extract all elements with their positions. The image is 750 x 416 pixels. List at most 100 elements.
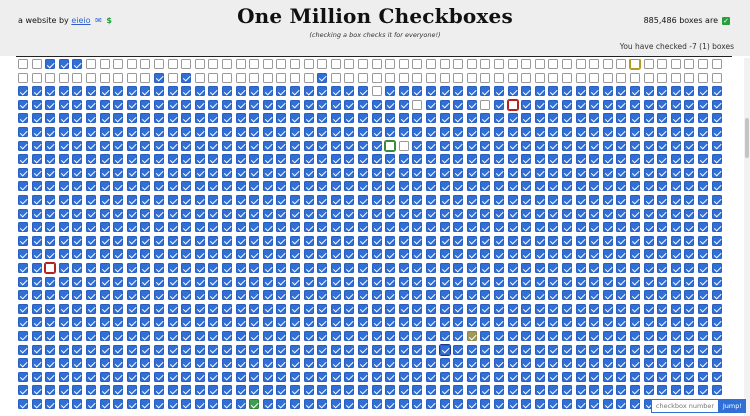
checkbox[interactable]	[466, 167, 477, 178]
checkbox[interactable]	[670, 154, 681, 165]
checkbox[interactable]	[589, 72, 600, 83]
checkbox[interactable]	[181, 154, 192, 165]
checkbox[interactable]	[222, 317, 232, 328]
checkbox[interactable]	[154, 385, 164, 396]
checkbox[interactable]	[167, 86, 178, 97]
checkbox[interactable]	[140, 140, 151, 151]
checkbox[interactable]	[426, 358, 436, 369]
checkbox[interactable]	[670, 59, 681, 69]
checkbox[interactable]	[154, 344, 164, 355]
checkbox[interactable]	[181, 72, 192, 83]
checkbox[interactable]	[698, 154, 708, 165]
checkbox[interactable]	[480, 317, 491, 328]
checkbox[interactable]	[507, 317, 518, 328]
checkbox[interactable]	[358, 181, 368, 192]
checkbox[interactable]	[344, 358, 355, 369]
checkbox[interactable]	[45, 331, 56, 341]
checkbox[interactable]	[711, 154, 722, 165]
checkbox[interactable]	[480, 276, 491, 287]
checkbox[interactable]	[589, 331, 600, 341]
checkbox[interactable]	[684, 113, 695, 124]
checkbox[interactable]	[494, 358, 504, 369]
checkbox[interactable]	[18, 249, 28, 260]
checkbox[interactable]	[317, 181, 328, 192]
checkbox[interactable]	[589, 195, 600, 205]
checkbox[interactable]	[167, 371, 178, 382]
checkbox[interactable]	[426, 263, 436, 273]
checkbox[interactable]	[208, 127, 219, 137]
checkbox[interactable]	[344, 72, 355, 83]
checkbox[interactable]	[194, 249, 205, 260]
checkbox[interactable]	[194, 154, 205, 165]
checkbox[interactable]	[398, 99, 409, 110]
checkbox[interactable]	[589, 290, 600, 301]
checkbox[interactable]	[398, 385, 409, 396]
checkbox[interactable]	[290, 222, 300, 233]
checkbox[interactable]	[602, 235, 613, 246]
checkbox[interactable]	[58, 371, 69, 382]
checkbox[interactable]	[235, 317, 246, 328]
checkbox[interactable]	[616, 235, 627, 246]
checkbox[interactable]	[140, 344, 151, 355]
checkbox[interactable]	[18, 358, 28, 369]
checkbox[interactable]	[113, 195, 124, 205]
checkbox[interactable]	[167, 303, 178, 314]
checkbox[interactable]	[698, 303, 708, 314]
checkbox[interactable]	[466, 263, 477, 273]
checkbox[interactable]	[711, 344, 722, 355]
checkbox[interactable]	[657, 303, 668, 314]
checkbox[interactable]	[494, 140, 504, 151]
checkbox[interactable]	[698, 385, 708, 396]
checkbox[interactable]	[480, 235, 491, 246]
checkbox[interactable]	[194, 290, 205, 301]
checkbox[interactable]	[303, 167, 314, 178]
checkbox[interactable]	[86, 263, 96, 273]
checkbox[interactable]	[480, 167, 491, 178]
checkbox[interactable]	[412, 127, 423, 137]
checkbox[interactable]	[344, 276, 355, 287]
checkbox[interactable]	[113, 399, 124, 409]
checkbox[interactable]	[99, 99, 110, 110]
checkbox[interactable]	[670, 235, 681, 246]
checkbox[interactable]	[589, 263, 600, 273]
scrollbar[interactable]	[744, 58, 750, 416]
checkbox[interactable]	[126, 113, 137, 124]
checkbox[interactable]	[126, 371, 137, 382]
checkbox[interactable]	[208, 331, 219, 341]
checkbox[interactable]	[412, 86, 423, 97]
checkbox[interactable]	[412, 72, 423, 83]
checkbox[interactable]	[344, 208, 355, 219]
checkbox[interactable]	[643, 167, 654, 178]
checkbox[interactable]	[412, 399, 423, 409]
checkbox[interactable]	[208, 181, 219, 192]
checkbox[interactable]	[711, 181, 722, 192]
checkbox[interactable]	[643, 235, 654, 246]
checkbox[interactable]	[657, 249, 668, 260]
checkbox[interactable]	[534, 181, 545, 192]
scrollbar-thumb[interactable]	[745, 118, 749, 158]
checkbox[interactable]	[72, 344, 83, 355]
checkbox[interactable]	[506, 98, 519, 111]
checkbox[interactable]	[154, 140, 164, 151]
checkbox[interactable]	[630, 181, 640, 192]
checkbox[interactable]	[208, 235, 219, 246]
checkbox[interactable]	[167, 99, 178, 110]
checkbox[interactable]	[140, 59, 151, 69]
checkbox[interactable]	[358, 276, 368, 287]
checkbox[interactable]	[643, 222, 654, 233]
checkbox[interactable]	[534, 263, 545, 273]
checkbox[interactable]	[344, 127, 355, 137]
checkbox[interactable]	[72, 154, 83, 165]
checkbox[interactable]	[657, 331, 668, 341]
checkbox[interactable]	[290, 303, 300, 314]
checkbox[interactable]	[167, 208, 178, 219]
checkbox[interactable]	[534, 59, 545, 69]
checkbox[interactable]	[398, 140, 409, 151]
checkbox[interactable]	[181, 399, 192, 409]
checkbox[interactable]	[208, 167, 219, 178]
checkbox[interactable]	[262, 235, 273, 246]
checkbox[interactable]	[317, 303, 328, 314]
checkbox[interactable]	[643, 371, 654, 382]
checkbox[interactable]	[398, 263, 409, 273]
checkbox[interactable]	[222, 276, 232, 287]
